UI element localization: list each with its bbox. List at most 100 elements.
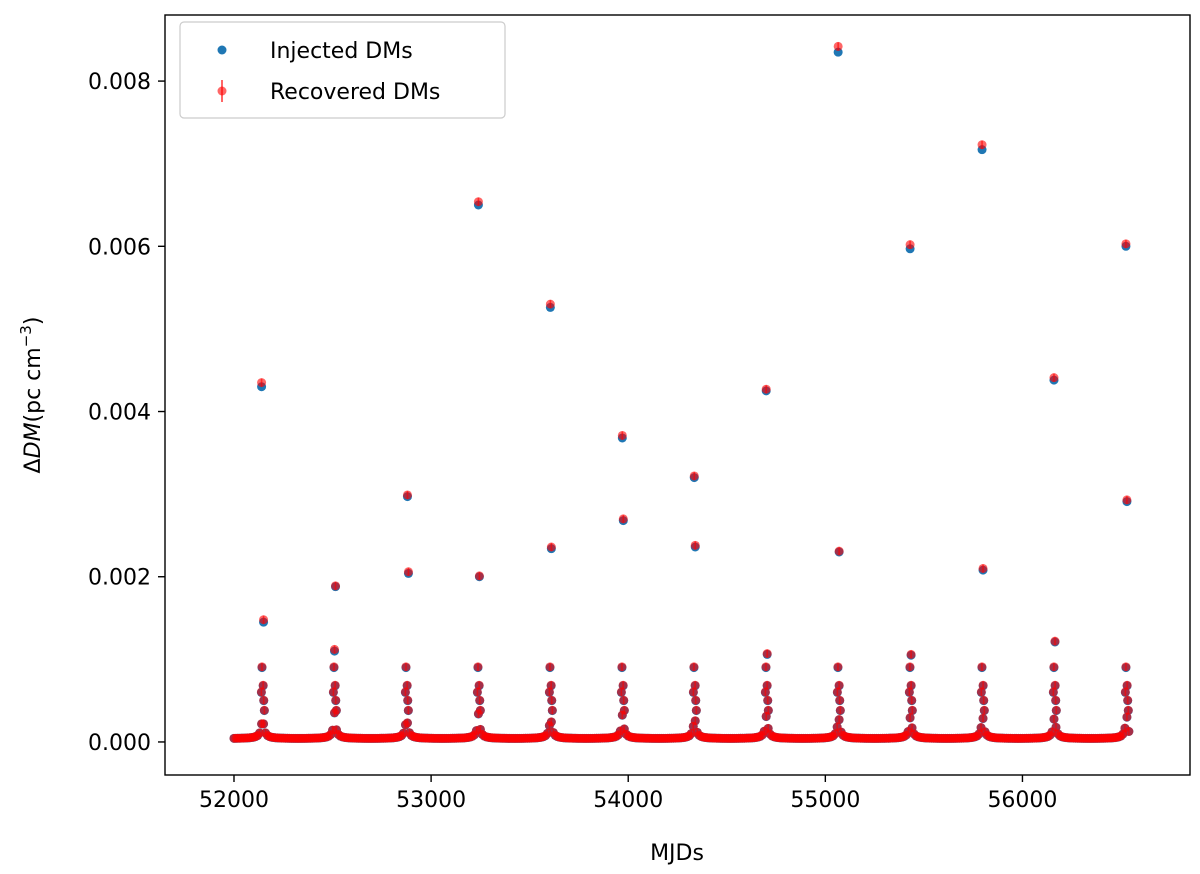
y-axis-label: ΔDM(pc cm−3) bbox=[17, 317, 46, 474]
x-axis-label: MJDs bbox=[650, 841, 704, 866]
recovered-point bbox=[1123, 695, 1133, 705]
x-tick-label: 54000 bbox=[593, 788, 663, 813]
y-tick-label: 0.000 bbox=[88, 731, 151, 756]
recovered-point bbox=[833, 662, 843, 672]
recovered-point bbox=[474, 571, 484, 581]
x-tick-label: 53000 bbox=[396, 788, 466, 813]
y-tick-label: 0.002 bbox=[88, 566, 151, 591]
recovered-point bbox=[763, 705, 773, 715]
recovered-point bbox=[331, 695, 341, 705]
recovered-point bbox=[761, 384, 771, 394]
recovered-point bbox=[401, 662, 411, 672]
recovered-point bbox=[545, 299, 555, 309]
recovered-point bbox=[546, 680, 556, 690]
recovered-point bbox=[331, 581, 341, 591]
recovered-point bbox=[1049, 662, 1059, 672]
recovered-point bbox=[833, 41, 843, 51]
recovered-point bbox=[403, 567, 413, 577]
recovered-point bbox=[762, 680, 772, 690]
recovered-point bbox=[1049, 373, 1059, 383]
y-tick-label: 0.004 bbox=[88, 401, 151, 426]
recovered-point bbox=[906, 680, 916, 690]
recovered-point bbox=[473, 197, 483, 207]
recovered-point bbox=[979, 705, 989, 715]
recovered-point bbox=[259, 615, 269, 625]
recovered-series bbox=[229, 41, 1134, 743]
recovered-point bbox=[257, 378, 267, 388]
x-tick-label: 56000 bbox=[987, 788, 1057, 813]
recovered-point bbox=[619, 705, 629, 715]
recovered-point bbox=[1121, 662, 1131, 672]
recovered-point bbox=[474, 680, 484, 690]
recovered-point bbox=[978, 713, 988, 723]
recovered-point bbox=[1049, 714, 1059, 724]
legend-box bbox=[179, 21, 506, 119]
x-tick-label: 52000 bbox=[199, 788, 269, 813]
recovered-point bbox=[905, 662, 915, 672]
x-tick-label: 55000 bbox=[790, 788, 860, 813]
y-tick-label: 0.008 bbox=[88, 70, 151, 95]
recovered-point bbox=[1124, 726, 1134, 736]
recovered-point bbox=[330, 680, 340, 690]
recovered-point bbox=[691, 695, 701, 705]
recovered-point bbox=[979, 695, 989, 705]
recovered-point bbox=[835, 705, 845, 715]
recovered-point bbox=[259, 695, 269, 705]
recovered-point bbox=[906, 649, 916, 659]
recovered-point bbox=[761, 662, 771, 672]
recovered-point bbox=[1122, 712, 1132, 722]
recovered-point bbox=[1051, 705, 1061, 715]
y-axis-ticks: 0.000 0.002 0.004 0.006 0.008 bbox=[88, 70, 165, 756]
recovered-point bbox=[907, 705, 917, 715]
recovered-point bbox=[905, 240, 915, 250]
recovered-point bbox=[403, 695, 413, 705]
recovered-point bbox=[617, 662, 627, 672]
recovered-point bbox=[617, 430, 627, 440]
recovered-point bbox=[545, 662, 555, 672]
y-tick-label: 0.006 bbox=[88, 235, 151, 260]
recovered-point bbox=[1050, 636, 1060, 646]
legend-injected-label: Injected DMs bbox=[270, 39, 413, 64]
recovered-point bbox=[834, 715, 844, 725]
recovered-point bbox=[835, 695, 845, 705]
recovered-point bbox=[763, 695, 773, 705]
recovered-point bbox=[690, 680, 700, 690]
recovered-point bbox=[977, 140, 987, 150]
legend-recovered-label: Recovered DMs bbox=[270, 80, 440, 105]
recovered-point bbox=[691, 705, 701, 715]
recovered-point bbox=[1122, 495, 1132, 505]
recovered-point bbox=[475, 705, 485, 715]
recovered-point bbox=[475, 695, 485, 705]
recovered-point bbox=[547, 695, 557, 705]
recovered-point bbox=[619, 695, 629, 705]
recovered-point bbox=[1050, 680, 1060, 690]
recovered-point bbox=[977, 662, 987, 672]
recovered-point bbox=[618, 514, 628, 524]
recovered-point bbox=[1122, 680, 1132, 690]
recovered-point bbox=[689, 471, 699, 481]
recovered-point bbox=[1121, 239, 1131, 249]
recovered-point bbox=[689, 662, 699, 672]
recovered-point bbox=[834, 546, 844, 556]
recovered-point bbox=[473, 662, 483, 672]
plot-area bbox=[229, 41, 1134, 743]
recovered-point bbox=[978, 563, 988, 573]
recovered-point bbox=[402, 490, 412, 500]
recovered-point bbox=[834, 680, 844, 690]
recovered-point bbox=[330, 644, 340, 654]
recovered-point bbox=[762, 649, 772, 659]
recovered-point bbox=[690, 716, 700, 726]
recovered-point bbox=[546, 717, 556, 727]
recovered-point bbox=[259, 705, 269, 715]
recovered-point bbox=[257, 662, 267, 672]
recovered-point bbox=[403, 705, 413, 715]
recovered-point bbox=[978, 680, 988, 690]
legend: Injected DMs Recovered DMs bbox=[179, 21, 506, 119]
recovered-point bbox=[618, 680, 628, 690]
recovered-point bbox=[259, 719, 269, 729]
recovered-point bbox=[905, 713, 915, 723]
recovered-point bbox=[402, 680, 412, 690]
recovered-point bbox=[1123, 705, 1133, 715]
